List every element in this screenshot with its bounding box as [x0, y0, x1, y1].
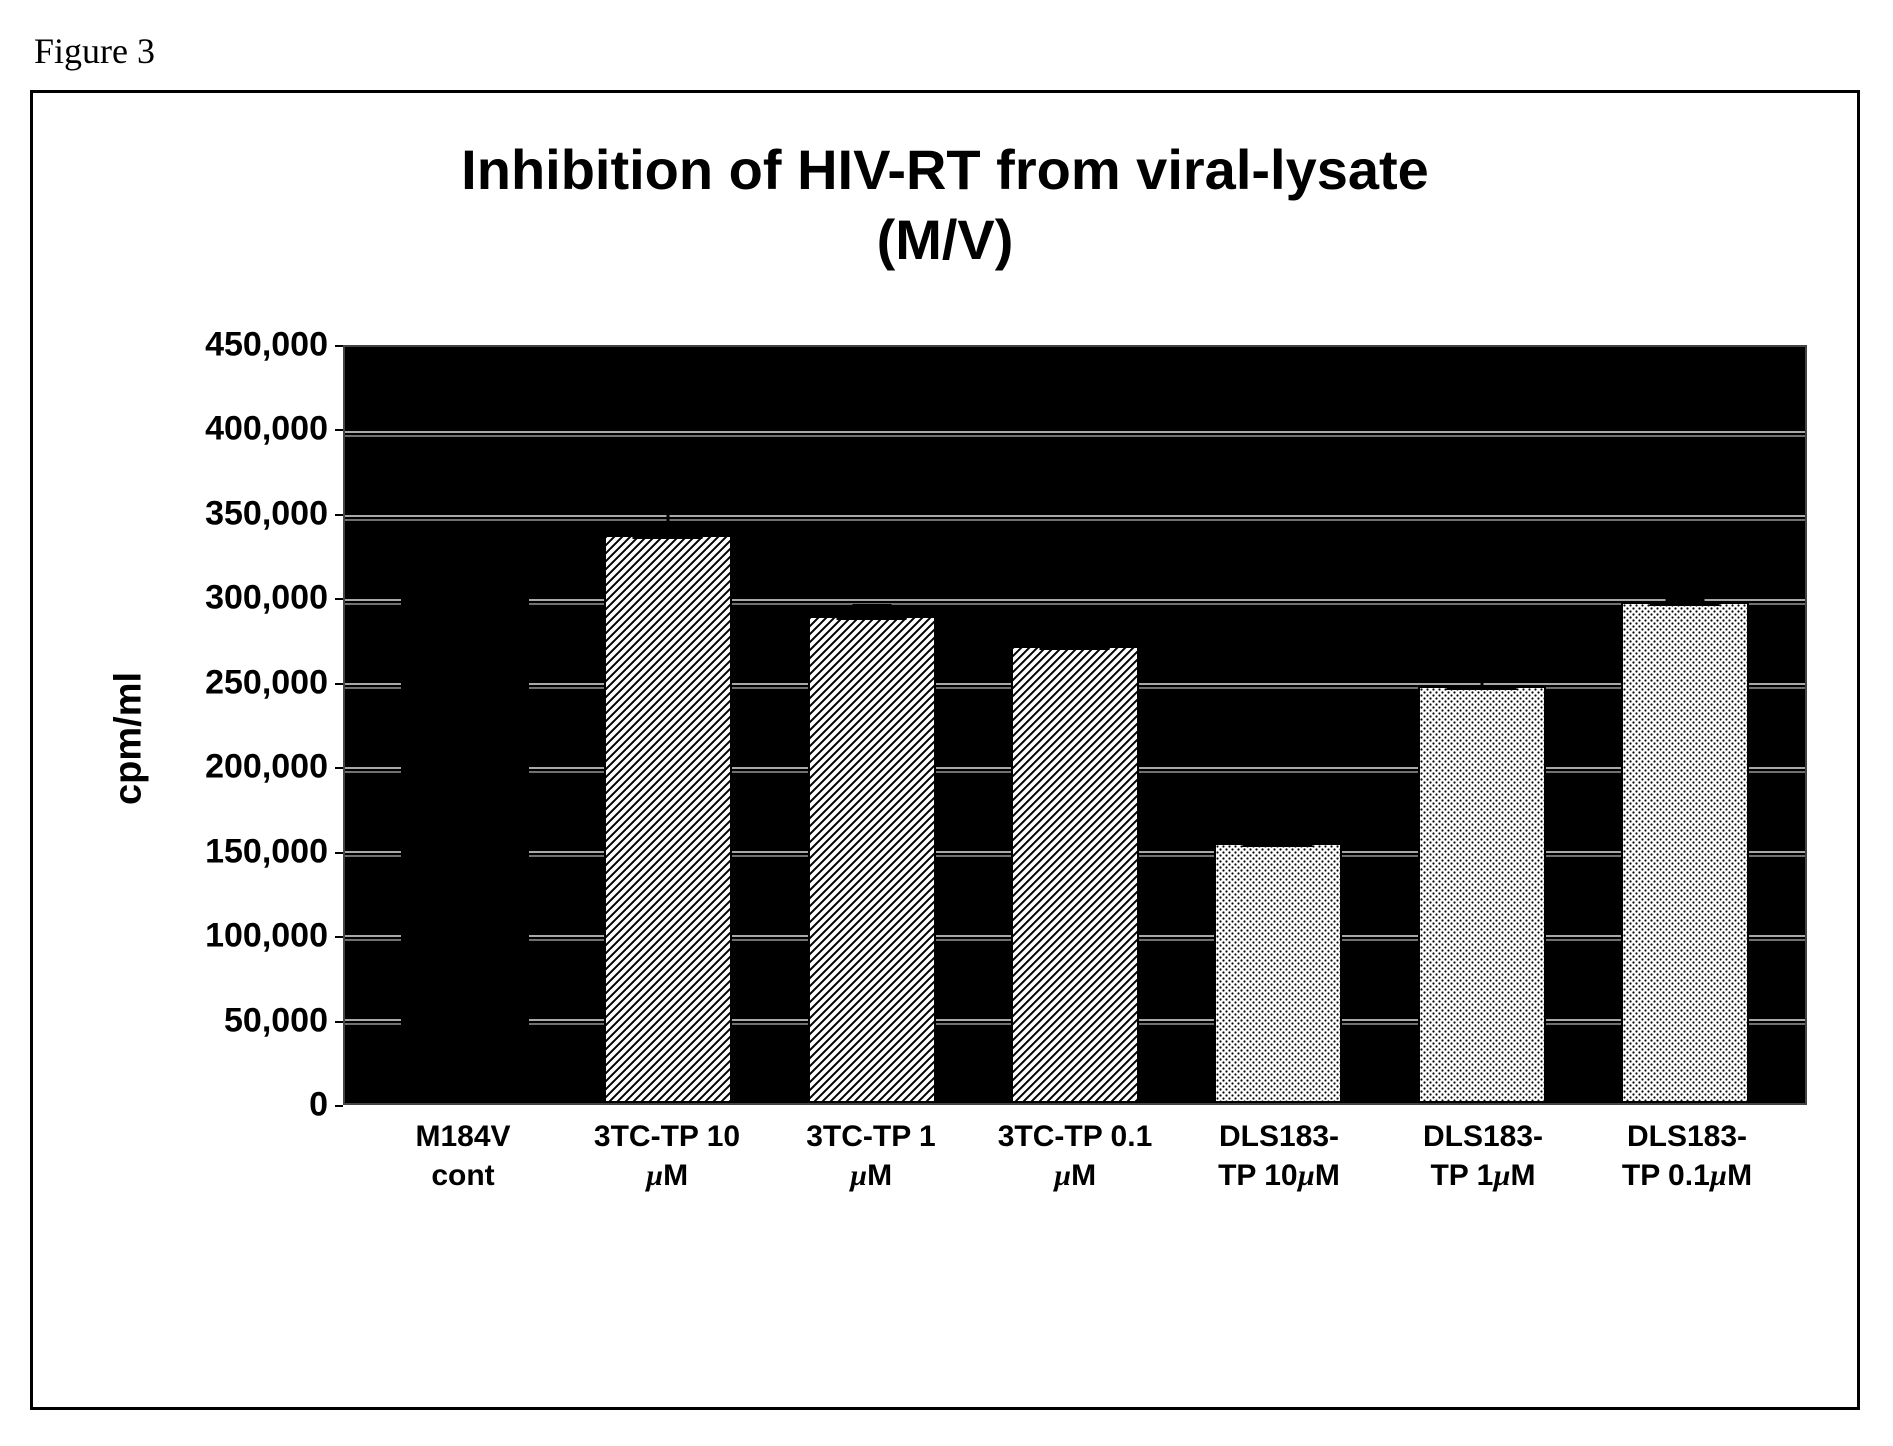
bar-slot: [770, 347, 973, 1103]
chart-title-line1: Inhibition of HIV-RT from viral-lysate: [461, 138, 1429, 201]
error-bar: [1684, 598, 1687, 605]
plot-area: [343, 345, 1807, 1105]
error-bar: [1073, 614, 1076, 648]
y-tick-label: 250,000: [173, 663, 328, 702]
x-tick-label: DLS183-TP 10µM: [1177, 1117, 1381, 1195]
bar-slot: [566, 347, 769, 1103]
y-tick-label: 0: [173, 1086, 328, 1125]
bar: [401, 574, 529, 1103]
y-tick-label: 150,000: [173, 832, 328, 871]
x-tick-label: M184Vcont: [361, 1117, 565, 1195]
bar: [604, 535, 732, 1103]
y-tick-label: 300,000: [173, 579, 328, 618]
y-tick-label: 400,000: [173, 410, 328, 449]
bars-layer: [345, 347, 1805, 1103]
error-bar: [1277, 828, 1280, 845]
y-axis-label: cpm/ml: [108, 672, 151, 805]
error-bar: [1480, 665, 1483, 689]
bar: [808, 616, 936, 1103]
bar-slot: [1584, 347, 1787, 1103]
y-axis-ticks: 050,000100,000150,000200,000250,000300,0…: [173, 345, 328, 1105]
chart-area: cpm/ml 050,000100,000150,000200,000250,0…: [133, 345, 1807, 1265]
x-axis-labels: M184Vcont3TC-TP 10µM3TC-TP 1µM3TC-TP 0.1…: [343, 1117, 1807, 1195]
bar: [1214, 843, 1342, 1103]
x-tick-label: DLS183-TP 1µM: [1381, 1117, 1585, 1195]
figure-label: Figure 3: [34, 30, 1863, 72]
error-bar: [667, 449, 670, 537]
x-tick-label: 3TC-TP 1µM: [769, 1117, 973, 1195]
y-tick-label: 200,000: [173, 748, 328, 787]
bar-slot: [973, 347, 1176, 1103]
y-tick-label: 100,000: [173, 917, 328, 956]
chart-title: Inhibition of HIV-RT from viral-lysate (…: [63, 135, 1827, 275]
error-bar: [463, 542, 466, 576]
bar-slot: [1380, 347, 1583, 1103]
error-bar: [870, 604, 873, 618]
bar-slot: [1177, 347, 1380, 1103]
chart-frame: Inhibition of HIV-RT from viral-lysate (…: [30, 90, 1860, 1410]
y-tick-label: 50,000: [173, 1001, 328, 1040]
bar: [1011, 646, 1139, 1103]
x-tick-label: DLS183-TP 0.1µM: [1585, 1117, 1789, 1195]
y-tick-label: 350,000: [173, 494, 328, 533]
chart-title-line2: (M/V): [877, 208, 1014, 271]
x-tick-label: 3TC-TP 0.1µM: [973, 1117, 1177, 1195]
y-tick-label: 450,000: [173, 326, 328, 365]
bar-slot: [363, 347, 566, 1103]
bar: [1621, 602, 1749, 1103]
x-tick-label: 3TC-TP 10µM: [565, 1117, 769, 1195]
bar: [1418, 686, 1546, 1103]
